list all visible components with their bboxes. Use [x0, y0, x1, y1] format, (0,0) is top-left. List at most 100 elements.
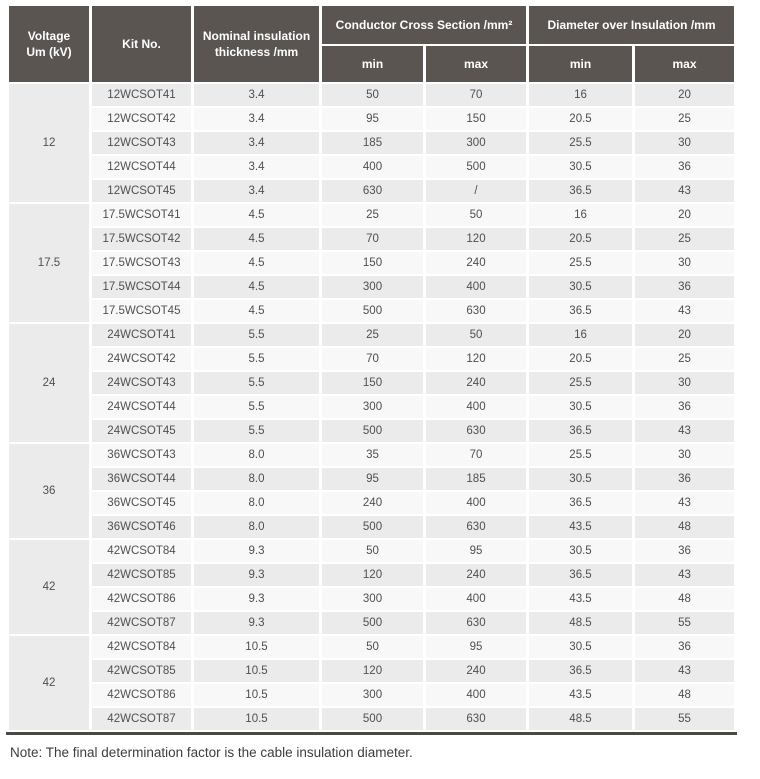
- kit-no-cell: 24WCSOT44: [92, 396, 191, 418]
- dia-min-cell: 36.5: [529, 660, 632, 682]
- kit-no-cell: 36WCSOT45: [92, 492, 191, 514]
- dia-max-cell: 43: [635, 300, 734, 322]
- voltage-group-cell: 12: [9, 84, 89, 202]
- thickness-cell: 5.5: [194, 420, 319, 442]
- dia-max-cell: 43: [635, 420, 734, 442]
- ccs-min-cell: 50: [322, 636, 423, 658]
- table-row: 42 42WCSOT84 10.5 50 95 30.5 36: [9, 636, 734, 730]
- dia-min-cell: 48.5: [529, 708, 632, 730]
- dia-min-cell: 48.5: [529, 612, 632, 634]
- table-row: 17.5WCSOT43 4.5 150 240 25.5 30: [9, 252, 734, 274]
- kit-no-cell: 36WCSOT44: [92, 468, 191, 490]
- voltage-group-cell: 36: [9, 444, 89, 538]
- ccs-min-cell: 500: [322, 708, 423, 730]
- dia-min-cell: 30.5: [529, 396, 632, 418]
- ccs-max-cell: 300: [426, 132, 526, 154]
- ccs-max-cell: 400: [426, 276, 526, 298]
- ccs-max-cell: 630: [426, 516, 526, 538]
- dia-max-cell: 36: [635, 276, 734, 298]
- thickness-cell: 4.5: [194, 276, 319, 298]
- ccs-max-cell: 240: [426, 660, 526, 682]
- dia-max-cell: 48: [635, 516, 734, 538]
- table-row: 36WCSOT46 8.0 500 630 43.5 48: [9, 516, 734, 538]
- dia-min-cell: 25.5: [529, 372, 632, 394]
- header-row-sub: min max min max: [9, 46, 734, 82]
- table-row: 42WCSOT85 10.5 120 240 36.5 43: [9, 660, 734, 682]
- dia-min-cell: 30.5: [529, 468, 632, 490]
- voltage-group-cell: 42: [9, 636, 89, 730]
- dia-min-cell: 25.5: [529, 252, 632, 274]
- dia-min-cell: 36.5: [529, 420, 632, 442]
- table-row: 12WCSOT43 3.4 185 300 25.5 30: [9, 132, 734, 154]
- voltage-group-cell: 42: [9, 540, 89, 634]
- kit-no-cell: 24WCSOT42: [92, 348, 191, 370]
- ccs-max-cell: 400: [426, 588, 526, 610]
- ccs-min-cell: 500: [322, 612, 423, 634]
- kit-no-cell: 17.5WCSOT44: [92, 276, 191, 298]
- table-row: 42WCSOT86 9.3 300 400 43.5 48: [9, 588, 734, 610]
- ccs-min-cell: 185: [322, 132, 423, 154]
- thickness-cell: 8.0: [194, 468, 319, 490]
- dia-min-cell: 36.5: [529, 180, 632, 202]
- ccs-min-cell: 70: [322, 348, 423, 370]
- table-row: 12WCSOT42 3.4 95 150 20.5 25: [9, 108, 734, 130]
- table-row: 24WCSOT45 5.5 500 630 36.5 43: [9, 420, 734, 442]
- ccs-min-cell: 120: [322, 564, 423, 586]
- ccs-max-cell: 70: [426, 444, 526, 466]
- table-row: 24WCSOT43 5.5 150 240 25.5 30: [9, 372, 734, 394]
- ccs-max-cell: 400: [426, 492, 526, 514]
- dia-max-cell: 36: [635, 396, 734, 418]
- thickness-cell: 9.3: [194, 564, 319, 586]
- ccs-max-cell: 50: [426, 324, 526, 346]
- thickness-cell: 3.4: [194, 132, 319, 154]
- kit-no-cell: 42WCSOT84: [92, 540, 191, 562]
- kit-no-cell: 42WCSOT87: [92, 708, 191, 730]
- dia-min-cell: 36.5: [529, 300, 632, 322]
- spec-table-header: Voltage Um (kV) Kit No. Nominal insulati…: [9, 6, 734, 82]
- kit-no-cell: 24WCSOT41: [92, 324, 191, 346]
- ccs-max-cell: 70: [426, 84, 526, 106]
- col-header-conductor-cross-section: Conductor Cross Section /mm²: [322, 6, 526, 44]
- col-header-kit-no: Kit No.: [92, 6, 191, 82]
- ccs-max-cell: 240: [426, 372, 526, 394]
- col-header-diameter-over-insulation: Diameter over Insulation /mm: [529, 6, 734, 44]
- kit-no-cell: 42WCSOT85: [92, 660, 191, 682]
- dia-max-cell: 43: [635, 492, 734, 514]
- ccs-max-cell: 120: [426, 348, 526, 370]
- dia-min-cell: 16: [529, 204, 632, 226]
- ccs-max-cell: 630: [426, 420, 526, 442]
- thickness-cell: 9.3: [194, 612, 319, 634]
- dia-max-cell: 20: [635, 324, 734, 346]
- dia-min-cell: 25.5: [529, 444, 632, 466]
- dia-min-cell: 30.5: [529, 156, 632, 178]
- ccs-max-cell: 240: [426, 564, 526, 586]
- table-row: 24 24WCSOT41 5.5 25 50 16 20: [9, 324, 734, 442]
- thickness-cell: 4.5: [194, 228, 319, 250]
- ccs-min-cell: 50: [322, 540, 423, 562]
- footer-note: Note: The final determination factor is …: [10, 745, 413, 760]
- dia-max-cell: 55: [635, 612, 734, 634]
- kit-no-cell: 12WCSOT42: [92, 108, 191, 130]
- thickness-cell: 5.5: [194, 348, 319, 370]
- table-row: 42WCSOT86 10.5 300 400 43.5 48: [9, 684, 734, 706]
- kit-no-cell: 42WCSOT84: [92, 636, 191, 658]
- dia-max-cell: 36: [635, 156, 734, 178]
- ccs-max-cell: 400: [426, 396, 526, 418]
- thickness-cell: 4.5: [194, 204, 319, 226]
- kit-no-cell: 17.5WCSOT41: [92, 204, 191, 226]
- ccs-min-cell: 150: [322, 252, 423, 274]
- col-header-dia-max: max: [635, 46, 734, 82]
- ccs-min-cell: 25: [322, 204, 423, 226]
- table-row: 42WCSOT85 9.3 120 240 36.5 43: [9, 564, 734, 586]
- kit-no-cell: 42WCSOT86: [92, 588, 191, 610]
- ccs-min-cell: 500: [322, 516, 423, 538]
- kit-no-cell: 42WCSOT86: [92, 684, 191, 706]
- ccs-min-cell: 25: [322, 324, 423, 346]
- dia-max-cell: 30: [635, 252, 734, 274]
- voltage-group-cell: 17.5: [9, 204, 89, 322]
- ccs-min-cell: 500: [322, 420, 423, 442]
- dia-max-cell: 20: [635, 84, 734, 106]
- dia-max-cell: 43: [635, 660, 734, 682]
- ccs-max-cell: 400: [426, 684, 526, 706]
- col-header-nominal-thickness: Nominal insulation thickness /mm: [194, 6, 319, 82]
